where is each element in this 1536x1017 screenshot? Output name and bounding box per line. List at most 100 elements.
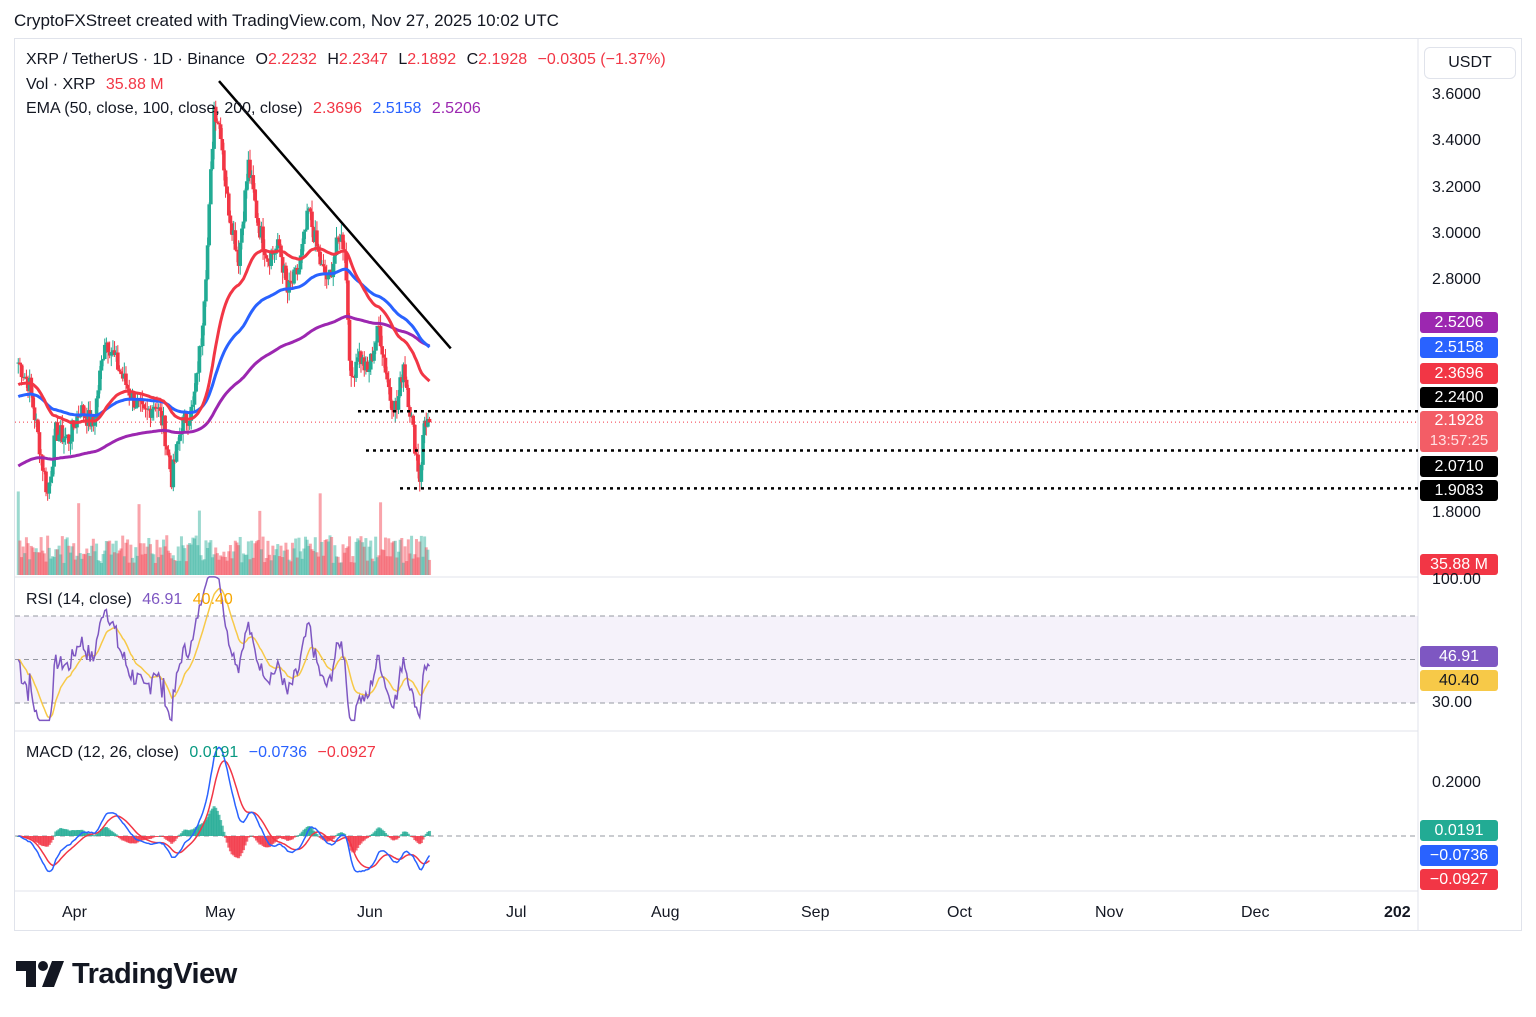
- candle-body: [187, 420, 192, 426]
- volume-bar: [181, 545, 185, 575]
- macd-histogram-bar: [99, 828, 103, 836]
- currency-unit-button[interactable]: USDT: [1424, 47, 1516, 79]
- volume-bar: [364, 538, 368, 575]
- volume-bar: [300, 558, 304, 575]
- legend-low: 2.1892: [407, 51, 457, 68]
- macd-histogram-bar: [103, 827, 107, 836]
- volume-bar: [287, 559, 291, 575]
- price-tick: 3.0000: [1432, 225, 1481, 242]
- macd-histogram-bar: [175, 836, 179, 839]
- candle-body: [347, 319, 352, 361]
- macd-histogram-bar: [410, 836, 414, 837]
- macd-histogram-bar: [406, 833, 410, 836]
- macd-legend: MACD (12, 26, close) 0.0191 −0.0736 −0.0…: [26, 744, 382, 762]
- candle-body: [341, 234, 345, 250]
- volume-bar: [377, 555, 381, 575]
- volume-bar: [189, 544, 193, 575]
- macd-histogram-bar: [181, 831, 185, 836]
- resistance-trendline: [218, 80, 452, 350]
- volume-bar: [315, 552, 319, 575]
- legend-change: −0.0305 (−1.37%): [537, 51, 666, 68]
- candle-body: [244, 181, 249, 191]
- volume-bar: [207, 542, 211, 575]
- volume-bar: [343, 552, 347, 575]
- volume-bar: [372, 561, 376, 575]
- macd-line: [18, 746, 431, 873]
- macd-histogram-bar: [274, 836, 278, 841]
- volume-bar: [255, 541, 259, 575]
- time-label: Apr: [62, 904, 87, 921]
- candle-body: [272, 253, 277, 255]
- candle-body: [125, 384, 130, 389]
- candle-body: [315, 230, 319, 247]
- candle-body: [303, 229, 308, 232]
- candle-body: [140, 400, 145, 405]
- macd-histogram-bar: [163, 836, 167, 839]
- volume-bar: [42, 553, 46, 575]
- macd-histogram-bar: [269, 836, 273, 846]
- volume-bar: [339, 562, 343, 575]
- volume-bar: [191, 537, 195, 575]
- volume-bar: [124, 542, 128, 575]
- volume-bar: [349, 562, 353, 575]
- macd-histogram-bar: [168, 836, 172, 843]
- candle-body: [191, 404, 195, 407]
- time-label: May: [205, 904, 236, 921]
- macd-histogram-bar: [268, 836, 272, 848]
- volume-bar: [387, 538, 391, 575]
- volume-bar: [370, 558, 374, 575]
- candle-body: [124, 373, 128, 385]
- volume-bar: [335, 556, 339, 575]
- candle-body: [109, 351, 114, 356]
- macd-histogram-bar: [170, 836, 174, 844]
- legend-macd-label: MACD (12, 26, close): [26, 744, 179, 761]
- volume-bar: [170, 558, 174, 575]
- volume-bar: [93, 551, 97, 575]
- candle-body: [240, 228, 244, 243]
- macd-histogram-bar: [356, 836, 360, 848]
- volume-bar: [21, 546, 25, 575]
- volume-bar: [179, 536, 183, 575]
- volume-bar: [326, 541, 330, 575]
- macd-histogram-bar: [179, 833, 183, 836]
- macd-histogram-bar: [405, 831, 409, 836]
- legend-symbol[interactable]: XRP / TetherUS · 1D · Binance: [26, 51, 246, 68]
- macd-histogram-bar: [383, 832, 387, 836]
- macd-histogram-bar: [140, 836, 144, 841]
- macd-histogram-bar: [212, 806, 216, 836]
- volume-bar: [80, 558, 84, 575]
- volume-legend: Vol · XRP 35.88 M: [26, 76, 170, 94]
- volume-bar: [256, 539, 260, 575]
- candle-body: [398, 377, 402, 397]
- volume-bar: [140, 554, 144, 575]
- macd-histogram-bar: [359, 836, 363, 844]
- macd-histogram-bar: [209, 810, 213, 836]
- macd-histogram-bar: [91, 835, 95, 837]
- price-tick: 3.6000: [1432, 86, 1481, 103]
- macd-histogram-bar: [153, 836, 157, 837]
- macd-histogram-bar: [279, 836, 283, 839]
- macd-histogram-bar: [90, 834, 94, 836]
- macd-histogram-bar: [207, 813, 211, 836]
- macd-histogram-bar: [47, 836, 51, 845]
- tradingview-logo[interactable]: TradingView: [16, 958, 237, 991]
- macd-histogram-bar: [67, 830, 71, 836]
- macd-histogram-bar: [214, 807, 218, 836]
- legend-close: 2.1928: [478, 51, 528, 68]
- legend-high: 2.2347: [338, 51, 388, 68]
- volume-bar: [419, 535, 423, 575]
- macd-histogram-bar: [68, 831, 72, 836]
- macd-hist-tag: 0.0191: [1420, 820, 1498, 841]
- time-label: Nov: [1095, 904, 1124, 921]
- candle-body: [18, 362, 22, 365]
- macd-histogram-bar: [33, 836, 37, 842]
- volume-bar: [258, 510, 262, 575]
- candle-body: [200, 325, 205, 347]
- macd-histogram-bar: [26, 836, 30, 840]
- macd-histogram-bar: [60, 828, 64, 836]
- volume-bar: [299, 551, 303, 575]
- volume-bar: [215, 553, 219, 575]
- legend-vol-value: 35.88 M: [105, 76, 164, 93]
- volume-bar: [307, 545, 311, 575]
